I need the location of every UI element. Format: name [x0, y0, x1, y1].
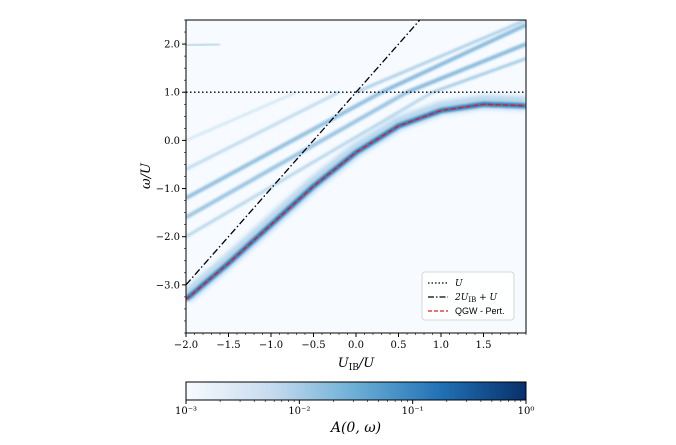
series-layer — [186, 20, 526, 300]
heat-streak — [380, 23, 526, 95]
series-line-1 — [186, 20, 421, 286]
x-tick-label: 0.0 — [348, 340, 364, 351]
heat-streak — [186, 91, 297, 142]
colorbar-gradient — [185, 381, 527, 401]
y-tick-label: −2.0 — [156, 232, 180, 243]
y-tick-label: 0.0 — [164, 136, 180, 147]
series-line-2 — [186, 103, 526, 300]
heat-streak — [406, 42, 526, 95]
colorbar-tick-label: 10⁻³ — [175, 406, 197, 417]
x-axis-label: UIB/U — [338, 356, 376, 373]
heat-streak — [186, 90, 340, 171]
y-axis-ticks: −3.0 −2.0 −1.0 0.0 1.0 2.0 — [156, 19, 186, 334]
x-tick-label: −0.5 — [301, 340, 325, 351]
x-axis-ticks: −2.0 −1.5 −1.0 −0.5 0.0 0.5 1.0 1.5 — [174, 333, 527, 351]
legend-box — [421, 271, 515, 321]
colorbar-ticks: 10⁻³ 10⁻² 10⁻¹ 10⁰ — [175, 400, 534, 417]
legend: U 2UIB + U QGW - Pert. — [421, 271, 515, 321]
legend-label-qgw: QGW - Pert. — [455, 306, 505, 316]
colorbar-label: A(0, ω) — [329, 420, 381, 436]
colorbar-tick-label: 10⁻¹ — [402, 406, 424, 417]
y-tick-label: 2.0 — [164, 40, 180, 51]
y-tick-label: −3.0 — [156, 280, 180, 291]
heat-streak — [355, 20, 526, 94]
heat-flat-band — [186, 42, 221, 47]
heat-streak — [431, 57, 526, 94]
x-tick-label: −1.0 — [259, 340, 283, 351]
x-tick-label: 1.0 — [433, 340, 449, 351]
colorbar-tick-label: 10⁰ — [518, 406, 535, 417]
legend-label-u: U — [455, 279, 463, 289]
heat-streak — [186, 90, 383, 200]
x-tick-label: −1.5 — [216, 340, 240, 351]
x-tick-label: 1.5 — [476, 340, 492, 351]
heat-streak — [186, 90, 408, 220]
colorbar: 10⁻³ 10⁻² 10⁻¹ 10⁰ A(0, ω) — [175, 381, 534, 436]
heatmap-layer — [186, 20, 526, 303]
y-axis-label: ω/U — [139, 162, 154, 189]
colorbar-tick-label: 10⁻² — [288, 406, 310, 417]
legend-label-2uib: 2UIB + U — [454, 293, 497, 304]
x-tick-label: 0.5 — [391, 340, 407, 351]
heat-streak — [186, 90, 434, 238]
x-tick-label: −2.0 — [174, 340, 198, 351]
y-tick-label: −1.0 — [156, 184, 180, 195]
y-tick-label: 1.0 — [164, 88, 180, 99]
